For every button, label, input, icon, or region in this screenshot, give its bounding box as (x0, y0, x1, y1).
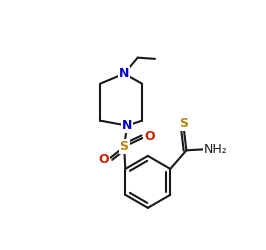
Text: N: N (122, 119, 132, 132)
Text: O: O (144, 130, 155, 142)
Text: S: S (179, 117, 188, 130)
Text: NH₂: NH₂ (204, 142, 228, 156)
Text: S: S (120, 140, 129, 153)
Text: O: O (98, 153, 109, 166)
Text: N: N (119, 67, 129, 80)
